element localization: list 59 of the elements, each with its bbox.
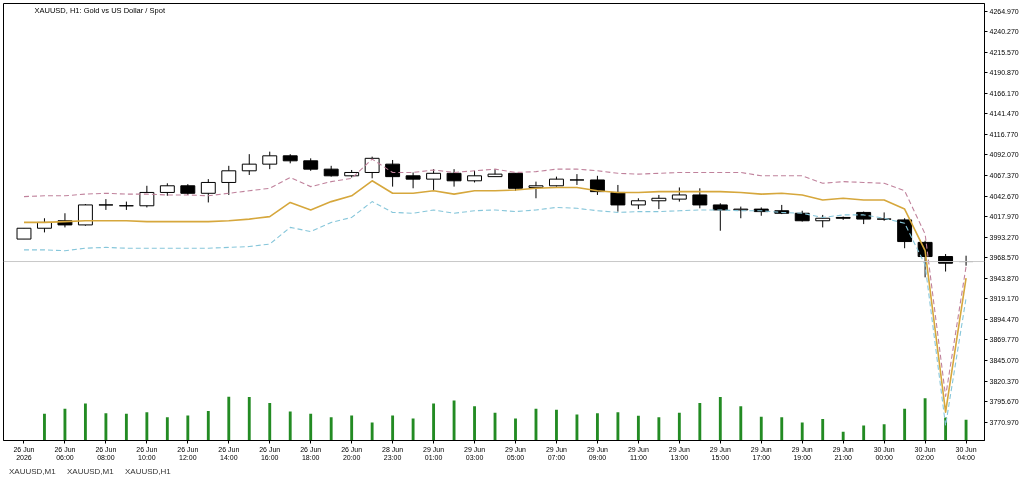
candlestick	[241, 153, 257, 176]
candlestick	[446, 168, 462, 188]
bar	[821, 418, 825, 440]
bar	[288, 411, 292, 440]
bar	[206, 411, 210, 440]
candlestick	[569, 173, 585, 186]
text: XAUUSD,M1	[9, 466, 56, 478]
bar	[677, 412, 681, 440]
bar	[657, 417, 661, 440]
bar	[247, 396, 251, 440]
bar	[718, 396, 722, 440]
text: XAUUSD,M1	[67, 466, 114, 478]
candlestick	[610, 184, 626, 213]
bar	[616, 412, 620, 440]
bar	[83, 403, 87, 440]
bar	[186, 415, 190, 440]
bar	[636, 415, 640, 440]
candlestick	[897, 217, 913, 249]
bar	[964, 419, 968, 440]
bar	[432, 403, 436, 440]
bar	[329, 417, 333, 440]
bar	[595, 413, 599, 440]
candlestick	[200, 178, 216, 203]
bar	[411, 418, 415, 440]
bar	[800, 422, 804, 440]
bar	[104, 413, 108, 440]
bar	[370, 422, 374, 440]
bar	[698, 403, 702, 440]
bar	[124, 413, 128, 440]
bar	[309, 413, 313, 440]
bar	[391, 415, 395, 440]
bar	[759, 416, 763, 440]
candlestick	[364, 156, 380, 179]
bar	[473, 406, 476, 440]
bar	[923, 398, 927, 440]
candlestick	[692, 187, 708, 209]
bar	[882, 424, 886, 440]
bar	[514, 418, 517, 440]
bar	[268, 403, 272, 440]
candlestick	[426, 168, 442, 191]
bar	[165, 417, 169, 440]
candlestick	[139, 185, 155, 208]
candlestick	[385, 159, 401, 188]
bar	[780, 417, 784, 440]
bar	[43, 413, 46, 440]
bar	[350, 415, 354, 440]
bar	[227, 396, 231, 440]
text: XAUUSD,H1	[125, 466, 171, 478]
bar	[555, 409, 558, 440]
bar	[145, 412, 149, 440]
candlestick	[98, 198, 114, 211]
bar	[739, 406, 743, 440]
candlestick	[405, 171, 421, 189]
candlestick	[712, 202, 728, 232]
bar	[862, 425, 866, 440]
candlestick	[221, 165, 237, 196]
bar	[903, 408, 907, 440]
candlestick	[876, 211, 892, 222]
bar	[841, 431, 845, 440]
